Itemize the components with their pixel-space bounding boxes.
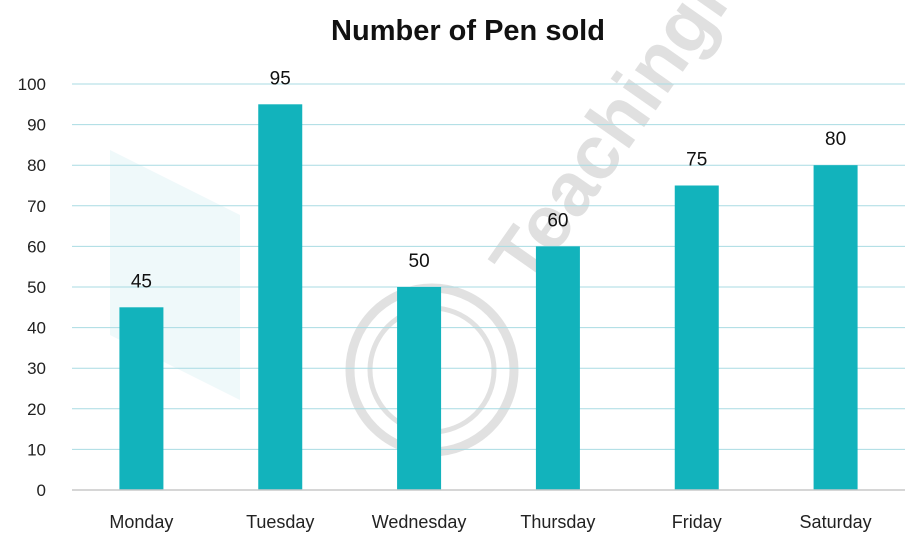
y-tick-label: 20 — [27, 400, 46, 419]
x-axis-ticks: Monday Tuesday Wednesday Thursday Friday Satu… — [109, 512, 871, 532]
x-tick-label: Thursday — [520, 512, 595, 532]
gridlines — [72, 83, 905, 450]
bar-wednesday — [397, 287, 442, 490]
y-tick-label: 60 — [27, 237, 46, 256]
data-label: 75 — [686, 150, 707, 171]
y-tick-label: 50 — [27, 278, 46, 297]
y-tick-label: 40 — [27, 319, 46, 338]
y-tick-label: 80 — [27, 156, 46, 175]
data-label: 80 — [825, 129, 846, 150]
x-tick-label: Tuesday — [246, 512, 314, 532]
x-tick-label: Monday — [109, 512, 173, 532]
data-labels: 45 95 50 60 75 80 — [131, 68, 846, 292]
y-tick-label: 100 — [18, 75, 46, 94]
bar-friday — [674, 185, 719, 490]
data-label: 95 — [270, 68, 291, 89]
y-tick-label: 30 — [27, 359, 46, 378]
bar-thursday — [535, 246, 580, 490]
bar-monday — [119, 307, 164, 490]
chart-title: Number of Pen sold — [331, 15, 605, 47]
x-tick-label: Friday — [672, 512, 722, 532]
x-tick-label: Saturday — [800, 512, 872, 532]
bars — [119, 104, 858, 491]
x-tick-label: Wednesday — [372, 512, 467, 532]
y-tick-label: 10 — [27, 440, 46, 459]
y-tick-label: 0 — [37, 481, 46, 500]
y-tick-label: 90 — [27, 116, 46, 135]
y-tick-label: 70 — [27, 197, 46, 216]
bar-saturday — [813, 165, 858, 490]
bar-tuesday — [258, 104, 303, 491]
data-label: 60 — [547, 210, 568, 231]
data-label: 45 — [131, 271, 152, 292]
data-label: 50 — [409, 251, 430, 272]
y-axis-ticks: 0 10 20 30 40 50 60 70 80 90 100 — [18, 75, 46, 500]
